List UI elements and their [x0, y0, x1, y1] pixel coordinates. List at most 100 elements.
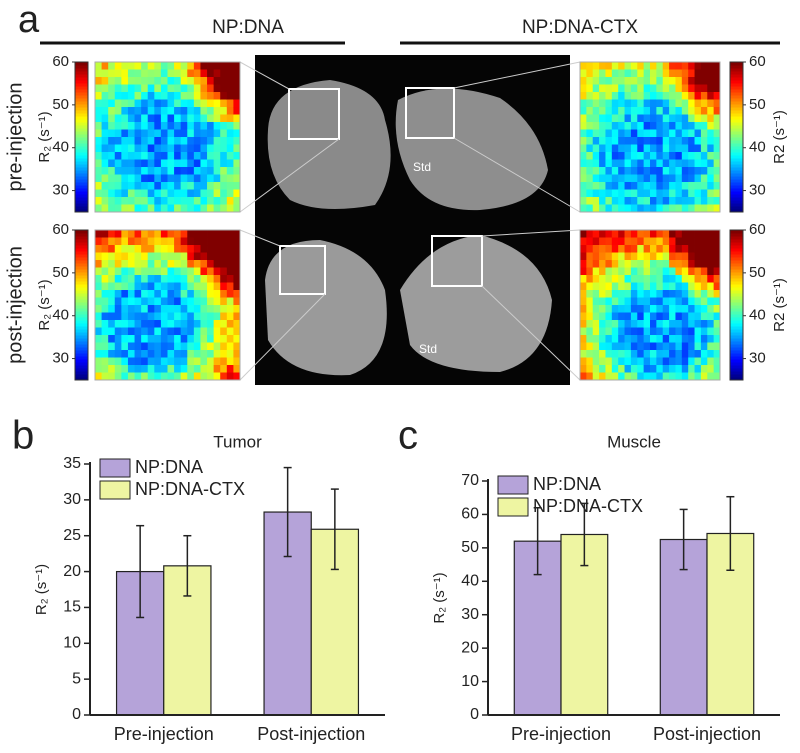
map-cell	[605, 267, 613, 276]
map-cell	[154, 275, 162, 283]
colorbar-cell	[75, 371, 88, 375]
map-cell	[618, 129, 625, 138]
map-cell	[713, 107, 721, 115]
map-cell	[220, 297, 228, 306]
map-cell	[147, 122, 155, 130]
map-cell	[586, 69, 594, 78]
map-cell	[700, 260, 708, 268]
map-cell	[160, 245, 168, 253]
map-cell	[180, 137, 188, 145]
map-cell	[160, 159, 168, 168]
map-cell	[611, 174, 619, 183]
map-cell	[213, 357, 221, 366]
colorbar-cell	[730, 146, 743, 150]
map-cell	[630, 84, 638, 93]
map-cell	[114, 99, 122, 108]
map-cell	[226, 129, 234, 138]
map-cell	[700, 189, 708, 198]
map-cell	[669, 204, 676, 213]
map-cell	[624, 297, 632, 306]
map-cell	[707, 327, 715, 336]
map-cell	[213, 290, 221, 298]
map-cell	[630, 122, 638, 130]
map-cell	[95, 297, 102, 306]
map-cell	[108, 342, 116, 351]
map-cell	[226, 245, 234, 253]
map-cell	[233, 252, 241, 261]
map-cell	[154, 290, 162, 298]
map-cell	[586, 99, 594, 108]
map-cell	[605, 84, 613, 93]
map-cell	[160, 297, 168, 306]
colorbar-tick-label: 60	[52, 53, 69, 70]
map-cell	[127, 305, 135, 313]
colorbar-cell	[730, 341, 743, 345]
map-cell	[681, 237, 689, 246]
map-cell	[127, 62, 135, 70]
map-cell	[174, 245, 182, 253]
colorbar-cell	[75, 302, 88, 306]
map-cell	[141, 197, 149, 205]
map-cell	[220, 84, 228, 93]
map-cell	[688, 267, 695, 276]
map-cell	[114, 327, 122, 336]
map-cell	[611, 159, 619, 168]
map-cell	[605, 312, 613, 321]
map-cell	[108, 335, 116, 343]
map-cell	[167, 159, 175, 168]
map-cell	[174, 365, 182, 373]
map-cell	[108, 92, 116, 100]
map-cell	[624, 252, 632, 261]
error-bar	[283, 466, 292, 558]
colorbar-cell	[75, 296, 88, 300]
map-cell	[233, 69, 241, 78]
colorbar-cell	[730, 371, 743, 375]
map-cell	[141, 230, 149, 238]
map-cell	[707, 260, 715, 268]
map-cell	[599, 159, 606, 168]
map-cell	[154, 99, 162, 108]
map-cell	[141, 77, 149, 85]
map-cell	[226, 197, 234, 205]
map-cell	[669, 297, 676, 306]
map-cell	[713, 282, 721, 291]
map-cell	[605, 305, 613, 313]
map-cell	[643, 69, 651, 78]
map-cell	[694, 260, 702, 268]
map-cell	[713, 312, 721, 321]
map-cell	[618, 372, 625, 381]
map-cell	[121, 230, 129, 238]
map-cell	[592, 290, 600, 298]
colorbar-cell	[75, 329, 88, 333]
colorbar-cell	[75, 272, 88, 276]
legend-label: NP:DNA	[135, 457, 203, 477]
map-cell	[580, 237, 587, 246]
map-cell	[713, 99, 721, 108]
map-cell	[160, 290, 168, 298]
map-cell	[662, 245, 670, 253]
map-cell	[154, 129, 162, 138]
map-cell	[599, 350, 606, 358]
map-cell	[592, 350, 600, 358]
map-cell	[207, 92, 215, 100]
map-cell	[637, 260, 645, 268]
map-cell	[669, 312, 676, 321]
map-cell	[700, 69, 708, 78]
map-cell	[213, 350, 221, 358]
map-cell	[599, 114, 606, 123]
map-cell	[101, 62, 109, 70]
panel-label: b	[12, 414, 34, 458]
map-cell	[114, 69, 122, 78]
map-cell	[114, 189, 122, 198]
map-cell	[592, 114, 600, 123]
map-cell	[630, 372, 638, 381]
map-cell	[688, 350, 695, 358]
map-cell	[127, 129, 135, 138]
map-cell	[605, 342, 613, 351]
map-cell	[187, 197, 195, 205]
y-tick-label: 70	[461, 472, 479, 489]
map-cell	[580, 197, 587, 205]
map-cell	[207, 350, 215, 358]
map-cell	[187, 305, 195, 313]
map-cell	[233, 342, 241, 351]
